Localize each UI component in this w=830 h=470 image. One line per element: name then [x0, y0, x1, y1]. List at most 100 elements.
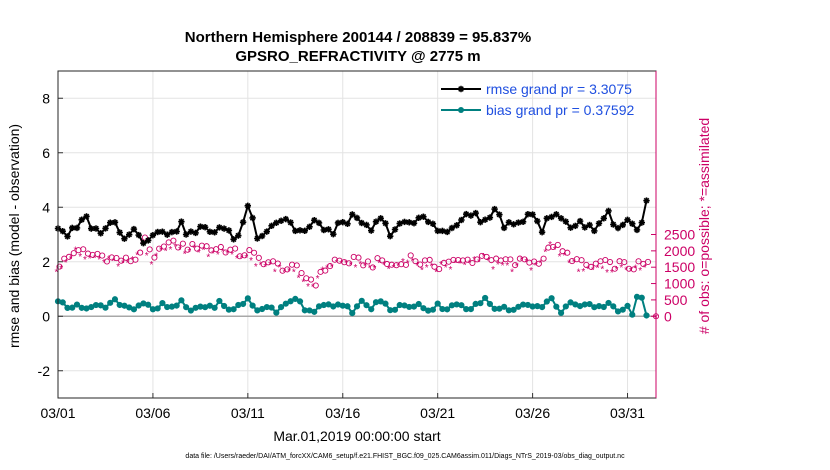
rmse-marker-stroke	[226, 227, 232, 234]
legend-rmse-label: rmse grand pr = 3.3075	[486, 81, 632, 97]
possible-obs-marker	[284, 266, 291, 273]
rmse-marker	[64, 233, 71, 240]
assimilated-obs-marker: *	[600, 264, 604, 275]
bias-marker	[382, 300, 389, 307]
rmse-marker	[306, 223, 313, 231]
assimilated-obs-marker: *	[330, 263, 334, 274]
rmse-marker	[624, 216, 631, 224]
assimilated-obs-marker: *	[558, 252, 562, 263]
rmse-marker-stroke	[586, 222, 593, 228]
assimilated-obs-marker: *	[401, 257, 405, 268]
rmse-marker	[472, 209, 479, 217]
y-tick-label-left: 6	[42, 145, 50, 161]
assimilated-obs-marker: *	[539, 258, 543, 269]
rmse-marker-stroke	[145, 237, 152, 244]
possible-obs-marker	[132, 256, 139, 263]
rmse-marker	[325, 226, 332, 233]
possible-obs-marker	[512, 262, 519, 269]
rmse-marker	[406, 219, 413, 226]
assimilated-obs-marker: *	[316, 274, 320, 285]
assimilated-obs-marker: *	[444, 263, 448, 274]
possible-obs-marker	[345, 260, 353, 267]
possible-obs-marker	[80, 246, 87, 253]
assimilated-obs-marker: *	[216, 250, 220, 261]
assimilated-obs-marker: *	[615, 265, 619, 276]
assimilated-obs-marker: *	[434, 267, 438, 278]
bias-marker	[273, 309, 280, 316]
possible-obs-marker	[464, 256, 471, 263]
rmse-marker-stroke	[159, 228, 166, 235]
assimilated-obs-marker: *	[273, 267, 277, 278]
x-axis-label: Mar.01,2019 00:00:00 start	[273, 428, 440, 444]
possible-obs-marker	[564, 249, 571, 256]
bias-marker	[159, 300, 166, 307]
x-tick-label: 03/31	[610, 405, 645, 421]
rmse-marker-stroke	[605, 208, 612, 214]
rmse-marker-stroke	[373, 218, 379, 225]
assimilated-obs-marker: *	[74, 246, 78, 257]
rmse-marker-stroke	[487, 214, 493, 221]
rmse-marker-stroke	[439, 228, 446, 234]
assimilated-obs-marker: *	[173, 242, 177, 253]
assimilated-obs-marker: *	[638, 266, 642, 277]
rmse-marker	[467, 212, 475, 219]
rmse-marker-stroke	[97, 230, 104, 237]
rmse-marker	[201, 223, 209, 231]
assimilated-obs-marker: *	[197, 248, 201, 259]
rmse-marker-stroke	[102, 225, 109, 232]
assimilated-obs-marker: *	[458, 259, 462, 270]
rmse-marker	[258, 232, 266, 240]
bias-marker	[368, 306, 375, 313]
assimilated-obs-marker: *	[567, 258, 571, 269]
assimilated-obs-marker: *	[344, 258, 348, 269]
possible-obs-marker	[417, 261, 424, 268]
plot-frame	[58, 71, 656, 398]
possible-obs-marker	[644, 258, 652, 265]
bias-marker	[510, 306, 517, 313]
possible-obs-marker	[578, 257, 585, 264]
possible-obs-marker	[535, 260, 542, 267]
rmse-marker-stroke	[392, 226, 398, 233]
rmse-marker-stroke	[244, 202, 251, 209]
rmse-marker-stroke	[126, 231, 133, 238]
bias-marker	[624, 302, 631, 309]
rmse-marker	[614, 224, 622, 232]
rmse-marker	[320, 226, 327, 234]
possible-obs-marker	[217, 243, 224, 251]
possible-obs-marker	[611, 265, 618, 272]
assimilated-obs-marker: *	[482, 252, 486, 263]
possible-obs-marker	[103, 258, 111, 265]
assimilated-obs-marker: *	[515, 262, 519, 273]
assimilated-obs-marker: *	[97, 255, 101, 266]
possible-obs-marker	[293, 262, 300, 269]
rmse-marker-stroke	[638, 219, 645, 226]
assimilated-obs-marker: *	[111, 256, 115, 267]
y-tick-label-left: 0	[42, 308, 50, 324]
rmse-marker	[78, 216, 85, 223]
rmse-marker-stroke	[468, 212, 474, 219]
rmse-marker-stroke	[183, 231, 189, 238]
rmse-marker	[102, 225, 109, 232]
assimilated-obs-marker: *	[586, 264, 590, 275]
rmse-marker	[125, 231, 133, 238]
assimilated-obs-marker: *	[339, 259, 343, 270]
rmse-marker-stroke	[263, 228, 270, 235]
bias-marker	[296, 298, 304, 305]
rmse-marker	[311, 216, 318, 224]
rmse-marker-stroke	[510, 221, 517, 228]
assimilated-obs-marker: *	[624, 266, 628, 277]
rmse-marker-stroke	[59, 228, 66, 235]
bias-marker	[111, 296, 119, 303]
assimilated-obs-marker: *	[83, 255, 87, 266]
assimilated-obs-marker: *	[159, 246, 163, 257]
x-tick-label: 03/01	[40, 405, 75, 421]
rmse-marker	[524, 210, 532, 218]
assimilated-obs-marker: *	[363, 261, 367, 272]
rmse-marker-stroke	[325, 226, 332, 233]
rmse-marker-stroke	[610, 221, 617, 228]
rmse-marker-stroke	[420, 213, 427, 220]
rmse-marker	[486, 214, 494, 221]
possible-obs-marker	[426, 256, 433, 263]
rmse-marker-stroke	[543, 215, 550, 222]
rmse-marker-stroke	[112, 219, 118, 226]
